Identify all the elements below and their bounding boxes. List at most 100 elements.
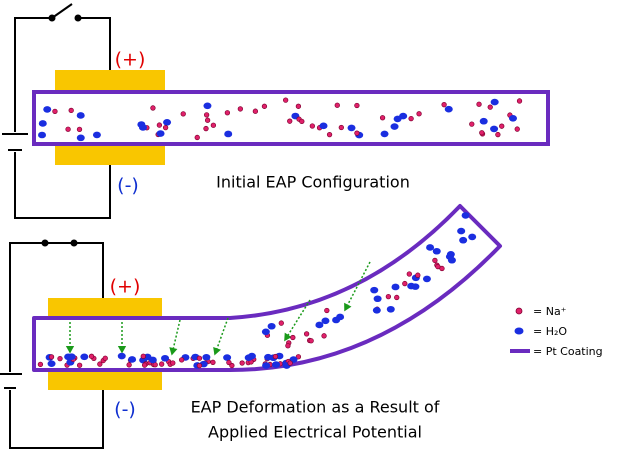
sodium-ion [102,355,108,361]
water-molecule [407,282,416,290]
sodium-ion [261,103,268,109]
water-molecule [459,236,468,244]
sodium-ion [408,115,414,122]
sodium-ion [406,271,412,277]
sodium-ion [287,118,293,124]
sodium-ion [210,122,217,128]
sodium-ion [324,307,330,314]
sodium-ion [203,112,210,118]
water-molecule [148,356,157,364]
negative-label: (-) [114,399,136,421]
water-molecule [390,123,399,130]
sodium-ion [237,106,244,112]
sodium-ion [48,354,55,360]
sodium-ion [338,124,344,131]
water-molecule [156,130,165,137]
sodium-ion [68,107,74,114]
sodium-ion [308,338,314,344]
water-molecule [336,313,345,321]
sodium-ion [178,357,185,363]
sodium-ion [65,126,71,132]
sodium-ion [354,130,360,136]
sodium-ion [141,362,148,368]
sodium-ion [196,355,203,361]
sodium-ion [432,257,438,264]
water-molecule [490,98,499,106]
sodium-ion [285,343,291,349]
sodium-ion [495,131,501,138]
water-molecule [138,124,147,131]
arrow-head [213,346,221,356]
water-molecule [247,352,256,360]
water-molecule [399,112,408,120]
sodium-ion [57,355,63,362]
water-molecule [203,102,212,110]
sodium-ion [210,359,216,365]
legend [510,307,530,353]
sodium-ion [487,104,493,110]
sodium-ion [379,115,386,121]
legend-label: = Pt Coating [533,345,603,358]
water-molecule [372,306,381,314]
positive-label: (+) [110,276,141,298]
sodium-ion [295,354,302,360]
sodium-ion [476,101,482,107]
water-molecule [267,322,276,330]
water-molecule [432,247,441,255]
water-molecule [422,275,431,283]
sodium-ion [441,102,447,108]
sodium-ion [194,134,200,141]
arrow-head [344,302,352,312]
sodium-ion [226,359,232,366]
sodium-ion [326,132,333,138]
sodium-ion [239,360,245,366]
water-molecule [391,283,400,291]
sodium-ion [52,108,58,115]
sodium-ion [224,110,231,116]
water-molecule [347,124,356,132]
sodium-ion [170,360,176,366]
sodium-ion [76,362,83,368]
water-molecule [457,227,466,235]
negative-label: (-) [117,175,139,197]
water-molecule [38,120,47,127]
sodium-ion [287,360,293,366]
water-molecule [92,131,101,139]
sodium-ion [394,294,400,301]
positive-label: (+) [115,49,146,71]
sodium-ion [156,122,163,128]
water-molecule [161,354,170,362]
sodium-ion [290,334,296,341]
water-molecule [76,134,85,142]
water-molecule [47,360,56,367]
water-molecule [117,352,126,360]
water-molecule [67,353,76,360]
arrow-head [117,345,127,354]
caption: Initial EAP Configuration [216,173,410,192]
sodium-ion [514,126,520,132]
water-molecule [380,130,389,138]
legend-label: = Na⁺ [533,305,567,318]
sodium-ion [97,361,103,367]
sodium-ion [516,98,523,104]
sodium-ion [229,362,235,369]
sodium-ion [385,293,392,300]
sodium-ion [415,272,421,278]
caption-line: Applied Electrical Potential [208,423,422,442]
sodium-ion [309,123,315,129]
top-circuit [2,3,550,219]
sodium-ion [150,105,156,111]
water-molecule [38,131,47,139]
sodium-ion [402,280,408,287]
sodium-ion [479,130,485,136]
sodium-ion [204,117,211,123]
sodium-ion [435,263,441,270]
water-molecule [468,233,477,241]
arrow-head [169,347,178,356]
sodium-ion [88,353,95,359]
water-molecule [223,354,232,361]
water-molecule [461,212,470,219]
sodium-ion [76,126,83,133]
sodium-ion [272,353,279,360]
